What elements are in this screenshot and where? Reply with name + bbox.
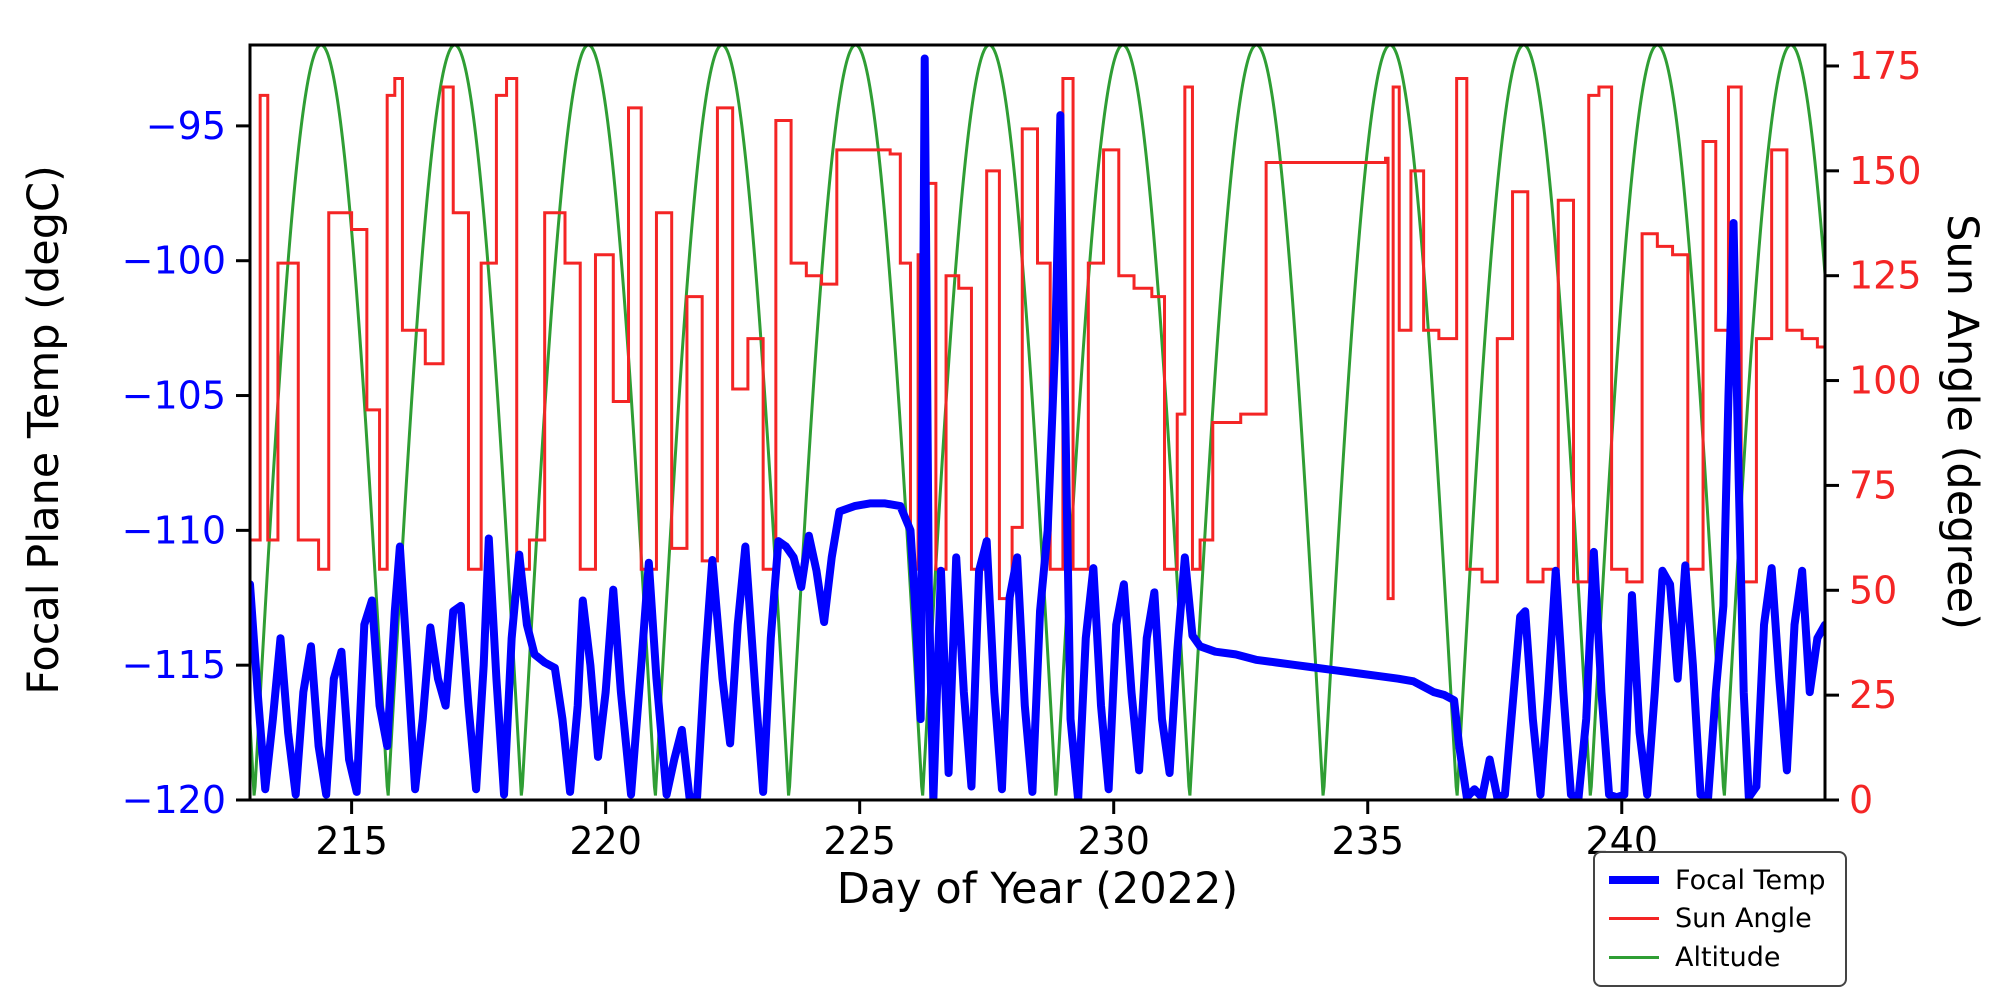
- plot-border: [248, 43, 1827, 802]
- legend-label-sun-angle: Sun Angle: [1675, 903, 1812, 935]
- legend-entry-altitude: Altitude: [1609, 944, 1831, 971]
- right-tick-label: 75: [1849, 463, 1897, 507]
- right-tick-label: 100: [1849, 359, 1922, 403]
- left-tick-label: −120: [122, 778, 226, 822]
- x-axis-label: Day of Year (2022): [836, 864, 1239, 914]
- right-tick-label: 125: [1849, 254, 1922, 298]
- series-group: [250, 45, 1825, 800]
- focal-temp-line-swatch: [1609, 876, 1659, 885]
- x-tick-label: 230: [1077, 819, 1150, 863]
- x-tick-label: 215: [315, 819, 388, 863]
- sun-angle-line: [250, 77, 1825, 601]
- right-tick-label: 25: [1849, 673, 1897, 717]
- legend-entry-sun-angle: Sun Angle: [1609, 905, 1831, 932]
- left-tick-label: −95: [146, 104, 226, 148]
- legend-label-altitude: Altitude: [1675, 942, 1781, 974]
- right-y-axis-label: Sun Angle (degree): [1937, 214, 1987, 630]
- focal-temp-line: [250, 54, 1825, 800]
- axis-ticks: 215 220 225 230 235 240−95−100−105−110−115−12…: [122, 44, 1922, 863]
- right-tick-label: 150: [1849, 149, 1922, 193]
- left-tick-label: −100: [122, 239, 226, 283]
- left-y-axis-label: Focal Plane Temp (degC): [19, 165, 69, 695]
- right-tick-label: 175: [1849, 44, 1922, 88]
- sun-angle-line-swatch: [1609, 917, 1659, 921]
- x-tick-label: 235: [1331, 819, 1404, 863]
- x-tick-label: 220: [569, 819, 642, 863]
- left-tick-label: −105: [122, 374, 226, 418]
- right-tick-label: 50: [1849, 568, 1897, 612]
- x-tick-label: 225: [823, 819, 896, 863]
- legend-entry-focal-temp: Focal Temp: [1609, 867, 1831, 894]
- left-tick-label: −115: [122, 643, 226, 687]
- legend-label-focal-temp: Focal Temp: [1675, 864, 1826, 896]
- right-tick-label: 0: [1849, 778, 1873, 822]
- legend: Focal Temp Sun Angle Altitude: [1593, 851, 1847, 987]
- altitude-line-swatch: [1609, 956, 1659, 960]
- left-tick-label: −110: [122, 508, 226, 552]
